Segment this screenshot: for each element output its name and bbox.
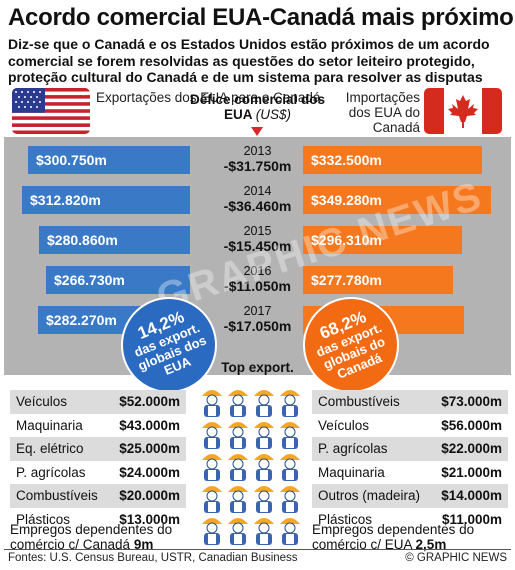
us-top-exports-list: Veículos $52.000m Maquinaria $43.000m Eq. … [10,390,186,531]
list-item: Veículos $52.000m [10,390,186,414]
list-item: Plásticos $13.000m [16,511,180,527]
us-export-bar: $312.820m [22,186,190,214]
worker-figure [202,518,222,545]
year-deficit-label: 2017 -$17.050m [190,304,325,334]
canada-flag-icon [424,88,502,134]
canada-jobs-value: 2,5m [415,537,447,552]
deficit-value: -$15.450m [223,238,292,254]
list-item: Veículos $56.000m [318,417,502,433]
list-item: Combustíveis $73.000m [312,390,508,414]
deficit-unit: (US$) [255,107,292,122]
year-label: 2017 [243,304,272,318]
us-jobs-text: Empregos dependentes do comércio c/ Cana… [10,522,173,552]
us-jobs-note: Empregos dependentes do comércio c/ Cana… [10,522,188,552]
list-item: Eq. elétrico $25.000m [10,437,186,461]
canada-top-exports-list: Combustíveis $73.000m Veículos $56.000m P.… [312,390,508,531]
deficit-marker-icon [251,127,263,136]
list-item: Combustíveis $20.000m [10,484,186,508]
list-item: P. agrícolas $24.000m [16,464,180,480]
worker-figure [280,390,300,417]
us-exports-label: Exportações dos EUA para o Canadá [96,90,321,105]
us-import-bar: $332.500m [303,146,482,174]
canada-jobs-text: Empregos dependentes do comércio c/ EUA [312,522,475,552]
credit: © GRAPHIC NEWS [405,552,507,564]
worker-figure [228,422,248,449]
worker-figure [254,422,274,449]
year-deficit-label: 2016 -$11.050m [190,264,325,294]
deficit-value: -$17.050m [223,318,292,334]
worker-figure [228,454,248,481]
worker-figure [280,422,300,449]
us-flag-icon [12,88,90,134]
us-imports-label: Importações dos EUA do Canadá [345,90,420,135]
list-item: Maquinaria $21.000m [318,464,502,480]
worker-figure [228,486,248,513]
deficit-value: -$36.460m [223,198,292,214]
year-deficit-label: 2015 -$15.450m [190,224,325,254]
footer-divider [4,549,511,550]
deficit-heading: Défice comercial dos EUA (US$) [180,92,335,122]
worker-figure [280,454,300,481]
canada-jobs-note: Empregos dependentes do comércio c/ EUA … [312,522,508,552]
worker-figure [202,422,222,449]
year-deficit-label: 2013 -$31.750m [190,144,325,174]
worker-figure [280,518,300,545]
deficit-value: -$31.750m [223,158,292,174]
top-export-heading: Top export. [221,360,294,375]
us-export-bar: $266.730m [46,266,190,294]
us-export-bar: $280.860m [39,226,190,254]
year-label: 2014 [243,184,272,198]
worker-figure [202,486,222,513]
worker-figure [254,486,274,513]
page-subtitle: Diz-se que o Canadá e os Estados Unidos … [8,36,490,85]
worker-figure [254,518,274,545]
list-item: Maquinaria $43.000m [16,417,180,433]
us-export-bar: $300.750m [28,146,190,174]
list-item: Plásticos $11.000m [318,511,502,527]
worker-figure [202,454,222,481]
chart-band [4,137,511,375]
year-deficit-label: 2014 -$36.460m [190,184,325,214]
year-label: 2015 [243,224,272,238]
deficit-title: Défice comercial dos EUA [189,92,326,122]
worker-figure [280,486,300,513]
worker-figure [254,454,274,481]
worker-figure [254,390,274,417]
list-item: P. agrícolas $22.000m [312,437,508,461]
worker-figure [202,390,222,417]
year-label: 2013 [243,144,272,158]
source-note: Fontes: U.S. Census Bureau, USTR, Canadi… [8,552,298,564]
list-item: Outros (madeira) $14.000m [312,484,508,508]
deficit-value: -$11.050m [224,278,291,294]
worker-figure [228,390,248,417]
worker-figure [228,518,248,545]
worker-icon [202,390,300,545]
page-title: Acordo comercial EUA-Canadá mais próximo [8,4,514,31]
us-import-bar: $349.280m [303,186,491,214]
us-import-bar: $296.310m [303,226,462,254]
us-import-bar: $277.780m [303,266,453,294]
us-jobs-value: 9m [133,537,154,552]
year-label: 2016 [243,264,272,278]
